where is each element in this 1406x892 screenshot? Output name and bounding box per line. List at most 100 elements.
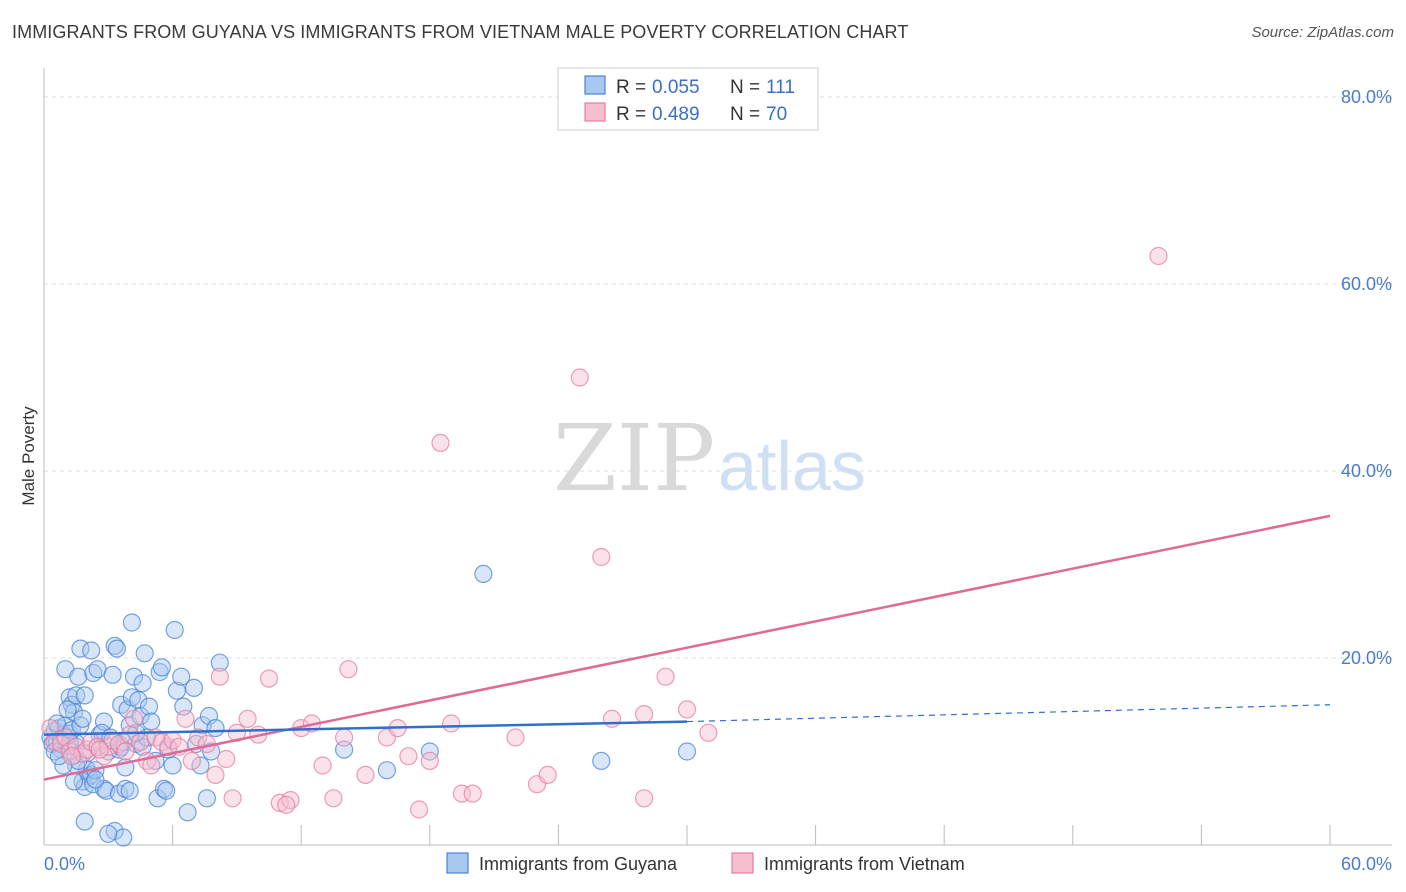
vietnam-point [463, 784, 482, 803]
chart-title: IMMIGRANTS FROM GUYANA VS IMMIGRANTS FRO… [12, 22, 909, 42]
vietnam-point [88, 737, 107, 756]
vietnam-point [592, 547, 611, 567]
y-axis-ticks: 20.0% 40.0% 60.0% 80.0% [1341, 87, 1392, 668]
guyana-point [129, 690, 148, 710]
guyana-point [142, 712, 161, 731]
vietnam-point [431, 433, 450, 452]
guyana-point [105, 636, 124, 655]
vietnam-point [238, 709, 257, 728]
guyana-point [191, 756, 210, 775]
guyana-trend-extension [686, 704, 1331, 723]
guyana-trend-line [43, 720, 688, 736]
vietnam-point [677, 700, 697, 719]
guyana-point [152, 658, 171, 677]
vietnam-point [217, 749, 236, 769]
series-legend-swatch-vietnam [731, 852, 754, 874]
vietnam-point [277, 795, 296, 814]
vietnam-point [410, 800, 429, 819]
vietnam-point [41, 718, 60, 738]
guyana-point [75, 812, 94, 831]
vietnam-point [399, 747, 418, 766]
vietnam-point [699, 723, 718, 742]
vietnam-point [335, 728, 354, 747]
legend-r-label-vietnam: R = [616, 104, 646, 125]
vietnam-point [442, 714, 461, 733]
vietnam-point [124, 709, 144, 728]
vietnam-trend-line [43, 514, 1331, 781]
vietnam-point [634, 789, 654, 808]
guyana-point [139, 697, 159, 716]
guyana-point [377, 761, 396, 780]
vietnam-point [259, 669, 279, 688]
x-tick-label-max: 60.0% [1341, 854, 1392, 874]
vietnam-point [62, 747, 82, 766]
y-tick-label: 60.0% [1341, 274, 1392, 294]
vietnam-point [210, 667, 229, 686]
vietnam-point [131, 732, 150, 752]
guyana-point [420, 742, 439, 761]
legend-r-value-guyana: 0.055 [652, 77, 700, 98]
guyana-point [73, 709, 92, 728]
legend-n-label-guyana: N = [730, 77, 760, 98]
vietnam-point [602, 709, 622, 728]
y-tick-label: 40.0% [1341, 461, 1392, 481]
guyana-point [677, 742, 697, 761]
guyana-point [206, 718, 225, 738]
x-tick-label-min: 0.0% [44, 854, 85, 874]
guyana-point [107, 639, 127, 658]
vietnam-point [206, 765, 225, 785]
guyana-point [122, 613, 141, 632]
vietnam-point [90, 740, 109, 759]
guyana-point [172, 667, 191, 686]
series-legend-label-vietnam: Immigrants from Vietnam [764, 854, 965, 874]
vietnam-point [339, 660, 358, 679]
guyana-points [41, 564, 697, 847]
watermark-atlas: atlas [718, 427, 866, 505]
vietnam-point [324, 789, 343, 808]
vietnam-point [570, 368, 589, 387]
watermark-zip: ZIP [553, 405, 715, 512]
guyana-point [474, 564, 493, 584]
guyana-point [157, 781, 176, 800]
guyana-point [210, 653, 229, 672]
vietnam-points [41, 246, 1168, 819]
guyana-point [135, 644, 154, 663]
vietnam-point [227, 723, 246, 742]
vietnam-point [270, 793, 289, 813]
guyana-point [120, 781, 139, 800]
vietnam-point [116, 742, 135, 761]
vietnam-point [634, 704, 654, 724]
vietnam-point [223, 789, 242, 808]
guyana-point [184, 678, 204, 698]
vietnam-point [182, 751, 201, 771]
legend-n-value-vietnam: 70 [766, 104, 787, 125]
legend-swatch-guyana [584, 75, 606, 95]
guyana-point [197, 789, 216, 808]
guyana-point [75, 686, 94, 705]
x-axis-ticks [43, 825, 1331, 845]
guyana-point [99, 824, 118, 843]
source-credit: Source: ZipAtlas.com [1251, 24, 1394, 41]
legend-r-value-vietnam: 0.489 [652, 104, 700, 125]
vietnam-point [356, 765, 375, 785]
vietnam-point [452, 784, 471, 803]
guyana-point [592, 751, 611, 771]
y-tick-label: 80.0% [1341, 87, 1392, 107]
axes [43, 68, 1392, 846]
legend-n-value-guyana: 111 [766, 77, 795, 98]
vietnam-point [656, 667, 675, 686]
guyana-point [112, 695, 131, 714]
correlation-legend: R = 0.055 N = 111 R = 0.489 N = 70 [557, 67, 819, 131]
guyana-point [58, 700, 77, 719]
vietnam-point [538, 765, 557, 785]
y-axis-label: Male Poverty [19, 406, 38, 506]
guyana-point [94, 712, 114, 731]
legend-swatch-vietnam [584, 102, 606, 122]
y-tick-label: 20.0% [1341, 648, 1392, 668]
guyana-point [165, 620, 184, 640]
series-legend-swatch-guyana [446, 852, 469, 874]
guyana-point [86, 770, 105, 789]
legend-r-label-guyana: R = [616, 77, 646, 98]
legend-n-label-vietnam: N = [730, 104, 760, 125]
grid-lines [44, 96, 1392, 659]
